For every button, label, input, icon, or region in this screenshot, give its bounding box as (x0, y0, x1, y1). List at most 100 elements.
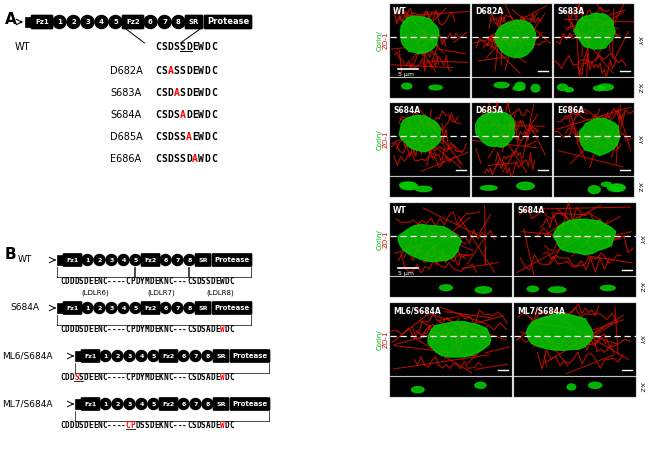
Text: E: E (88, 422, 93, 431)
Text: C: C (211, 110, 216, 120)
Text: ML7/S684A: ML7/S684A (2, 400, 53, 409)
Text: A: A (168, 66, 174, 76)
FancyBboxPatch shape (75, 351, 81, 361)
Text: N: N (98, 373, 102, 382)
Text: D: D (83, 326, 88, 335)
Text: C: C (155, 88, 161, 98)
Text: D: D (224, 422, 229, 431)
Text: D: D (150, 278, 154, 286)
Text: E: E (154, 422, 159, 431)
Polygon shape (553, 219, 616, 255)
Text: S: S (174, 154, 179, 164)
Text: WT: WT (393, 206, 407, 215)
Text: 3: 3 (127, 402, 132, 407)
Ellipse shape (567, 384, 576, 390)
Text: C: C (102, 422, 107, 431)
Text: -: - (116, 422, 121, 431)
Ellipse shape (531, 84, 540, 92)
Text: B: B (5, 247, 17, 262)
FancyBboxPatch shape (390, 78, 470, 98)
Text: Fz2: Fz2 (144, 306, 157, 310)
Text: 8: 8 (187, 306, 192, 310)
Polygon shape (400, 16, 439, 54)
Text: C: C (211, 154, 216, 164)
Text: N: N (98, 278, 102, 286)
Ellipse shape (439, 285, 452, 291)
Text: S684A: S684A (10, 304, 39, 313)
Polygon shape (476, 112, 515, 147)
Text: 3: 3 (109, 306, 114, 310)
Text: 1: 1 (85, 257, 90, 263)
Circle shape (118, 255, 129, 265)
Text: 1: 1 (85, 306, 90, 310)
FancyBboxPatch shape (159, 397, 178, 410)
Circle shape (112, 398, 123, 410)
Text: SR: SR (188, 19, 199, 25)
Text: Protease: Protease (233, 353, 268, 359)
Text: D: D (135, 326, 140, 335)
FancyBboxPatch shape (390, 277, 512, 297)
Circle shape (112, 351, 123, 361)
Text: C: C (168, 422, 173, 431)
Text: -: - (182, 326, 187, 335)
Text: Protease: Protease (233, 401, 268, 407)
Text: S: S (201, 373, 205, 382)
Text: E: E (93, 278, 98, 286)
Text: 4: 4 (99, 19, 104, 25)
Circle shape (124, 398, 135, 410)
Text: 3: 3 (85, 19, 90, 25)
Polygon shape (399, 116, 441, 152)
Text: X-Y: X-Y (639, 335, 644, 344)
Text: D: D (150, 326, 154, 335)
Ellipse shape (601, 285, 615, 291)
Circle shape (184, 255, 195, 265)
Text: C: C (187, 326, 192, 335)
Text: W: W (198, 88, 204, 98)
Text: C: C (168, 278, 173, 286)
Text: W: W (198, 66, 204, 76)
FancyBboxPatch shape (195, 301, 211, 314)
Text: W: W (198, 110, 204, 120)
Text: -: - (116, 373, 121, 382)
FancyBboxPatch shape (195, 254, 211, 266)
Text: D: D (74, 326, 79, 335)
Circle shape (136, 398, 147, 410)
Text: X-Z: X-Z (639, 382, 644, 392)
Text: -: - (121, 422, 125, 431)
FancyBboxPatch shape (31, 15, 53, 29)
FancyBboxPatch shape (472, 177, 552, 197)
Text: -: - (177, 326, 182, 335)
Text: 2: 2 (71, 19, 76, 25)
Circle shape (82, 302, 93, 314)
Text: C: C (155, 132, 161, 142)
Text: A: A (5, 12, 17, 27)
Ellipse shape (411, 387, 424, 393)
Text: -: - (116, 278, 121, 286)
Text: W: W (198, 42, 204, 52)
Text: Y: Y (140, 373, 144, 382)
Text: -: - (121, 373, 125, 382)
Circle shape (160, 302, 171, 314)
Text: C: C (60, 326, 64, 335)
FancyBboxPatch shape (390, 4, 470, 77)
Text: Corin/: Corin/ (377, 129, 383, 150)
Text: S: S (144, 422, 150, 431)
Text: K: K (159, 326, 163, 335)
Circle shape (95, 15, 108, 29)
Text: Fz2: Fz2 (144, 257, 157, 263)
Text: 5 μm: 5 μm (398, 72, 414, 77)
Text: D: D (135, 278, 140, 286)
Text: D: D (70, 326, 74, 335)
Text: P: P (131, 422, 135, 431)
Circle shape (178, 351, 189, 361)
Circle shape (172, 302, 183, 314)
Text: S: S (201, 278, 205, 286)
Text: SR: SR (216, 402, 226, 407)
FancyBboxPatch shape (472, 78, 552, 98)
Text: C: C (102, 326, 107, 335)
Ellipse shape (517, 182, 534, 190)
FancyBboxPatch shape (63, 301, 82, 314)
Text: SR: SR (198, 257, 208, 263)
Text: S: S (174, 132, 179, 142)
Text: X-Y: X-Y (637, 135, 642, 144)
